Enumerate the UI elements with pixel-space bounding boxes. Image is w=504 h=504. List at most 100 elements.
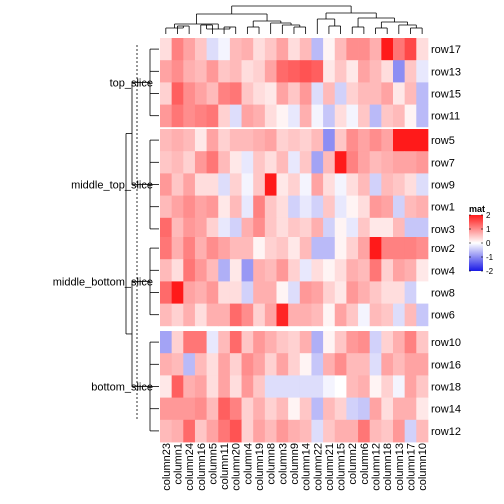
cell-row10-column10 xyxy=(416,331,429,354)
cell-row17-column13 xyxy=(393,38,406,61)
cell-row18-column24 xyxy=(183,375,196,398)
cell-row8-column13 xyxy=(393,281,406,304)
cell-row5-column14 xyxy=(299,129,312,152)
cell-row15-column13 xyxy=(393,82,406,105)
cell-row14-column14 xyxy=(299,397,312,421)
row-label-row10: row10 xyxy=(431,337,461,349)
heatmap-cells xyxy=(160,38,429,443)
cell-row14-column3 xyxy=(276,397,289,421)
cell-row11-column5 xyxy=(206,104,219,128)
cell-row13-column19 xyxy=(253,60,266,83)
cell-row11-column22 xyxy=(311,104,324,128)
column-label-column11: column11 xyxy=(219,443,231,490)
cell-row17-column21 xyxy=(323,38,336,61)
column-label-column17: column17 xyxy=(406,443,418,491)
cell-row6-column24 xyxy=(183,303,196,327)
cell-row16-column10 xyxy=(416,353,429,376)
row-dendrogram xyxy=(125,45,159,432)
cell-row5-column20 xyxy=(229,129,242,152)
legend-tick-0: 0 xyxy=(486,239,491,248)
cell-row15-column8 xyxy=(264,82,277,105)
column-label-column4: column4 xyxy=(242,443,254,485)
cell-row11-column8 xyxy=(264,104,277,128)
cell-row8-column17 xyxy=(404,281,417,304)
cell-row10-column19 xyxy=(253,331,266,354)
cell-row6-column5 xyxy=(206,303,219,327)
cell-row5-column2 xyxy=(346,129,359,152)
cell-row2-column24 xyxy=(183,237,196,260)
cell-row5-column4 xyxy=(241,129,254,152)
row-label-row5: row5 xyxy=(431,135,455,147)
cell-row15-column18 xyxy=(381,82,394,105)
cell-row10-column13 xyxy=(393,331,406,354)
cell-row16-column19 xyxy=(253,353,266,376)
cell-row8-column21 xyxy=(323,281,336,304)
cell-row6-column3 xyxy=(276,303,289,327)
cell-row13-column12 xyxy=(369,60,382,83)
cell-row14-column13 xyxy=(393,397,406,421)
cell-row8-column20 xyxy=(229,281,242,304)
cell-row3-column9 xyxy=(288,217,301,241)
cell-row14-column22 xyxy=(311,397,324,421)
cell-row7-column16 xyxy=(194,151,207,174)
cell-row18-column9 xyxy=(288,375,301,398)
cell-row18-column1 xyxy=(171,375,184,398)
cell-row6-column20 xyxy=(229,303,242,327)
cell-row13-column2 xyxy=(346,60,359,83)
cell-row7-column19 xyxy=(253,151,266,174)
cell-row4-column10 xyxy=(416,259,429,282)
cell-row5-column24 xyxy=(183,129,196,152)
cell-row2-column9 xyxy=(288,237,301,260)
cell-row10-column18 xyxy=(381,331,394,354)
cell-row9-column17 xyxy=(404,173,417,196)
cell-row9-column6 xyxy=(358,173,371,196)
cell-row9-column16 xyxy=(194,173,207,196)
cell-row13-column10 xyxy=(416,60,429,83)
cell-row13-column18 xyxy=(381,60,394,83)
cell-row11-column10 xyxy=(416,104,429,128)
cell-row2-column16 xyxy=(194,237,207,260)
legend-tick-neg2: -2 xyxy=(486,267,494,276)
cell-row9-column18 xyxy=(381,173,394,196)
cell-row13-column16 xyxy=(194,60,207,83)
cell-row17-column9 xyxy=(288,38,301,61)
cell-row3-column23 xyxy=(160,217,173,241)
cell-row15-column21 xyxy=(323,82,336,105)
cell-row15-column17 xyxy=(404,82,417,105)
column-label-column1: column1 xyxy=(173,443,185,485)
cell-row9-column13 xyxy=(393,173,406,196)
cell-row4-column1 xyxy=(171,259,184,282)
cell-row8-column16 xyxy=(194,281,207,304)
cell-row1-column16 xyxy=(194,195,207,219)
cell-row14-column12 xyxy=(369,397,382,421)
cell-row4-column11 xyxy=(218,259,231,282)
cell-row9-column9 xyxy=(288,173,301,196)
cell-row6-column13 xyxy=(393,303,406,327)
cell-row4-column21 xyxy=(323,259,336,282)
cell-row5-column1 xyxy=(171,129,184,152)
cell-row13-column14 xyxy=(299,60,312,83)
row-label-row4: row4 xyxy=(431,265,455,277)
cell-row1-column3 xyxy=(276,195,289,219)
cell-row5-column22 xyxy=(311,129,324,152)
column-label-column20: column20 xyxy=(231,443,243,491)
cell-row10-column3 xyxy=(276,331,289,354)
cell-row3-column18 xyxy=(381,217,394,241)
cell-row11-column20 xyxy=(229,104,242,128)
cell-row4-column5 xyxy=(206,259,219,282)
cell-row6-column6 xyxy=(358,303,371,327)
cell-row8-column12 xyxy=(369,281,382,304)
cell-row7-column14 xyxy=(299,151,312,174)
cell-row16-column13 xyxy=(393,353,406,376)
cell-row2-column13 xyxy=(393,237,406,260)
cell-row15-column4 xyxy=(241,82,254,105)
cell-row6-column12 xyxy=(369,303,382,327)
cell-row8-column9 xyxy=(288,281,301,304)
cell-row16-column5 xyxy=(206,353,219,376)
cell-row3-column6 xyxy=(358,217,371,241)
cell-row13-column8 xyxy=(264,60,277,83)
cell-row2-column10 xyxy=(416,237,429,260)
cell-row2-column22 xyxy=(311,237,324,260)
cell-row9-column21 xyxy=(323,173,336,196)
